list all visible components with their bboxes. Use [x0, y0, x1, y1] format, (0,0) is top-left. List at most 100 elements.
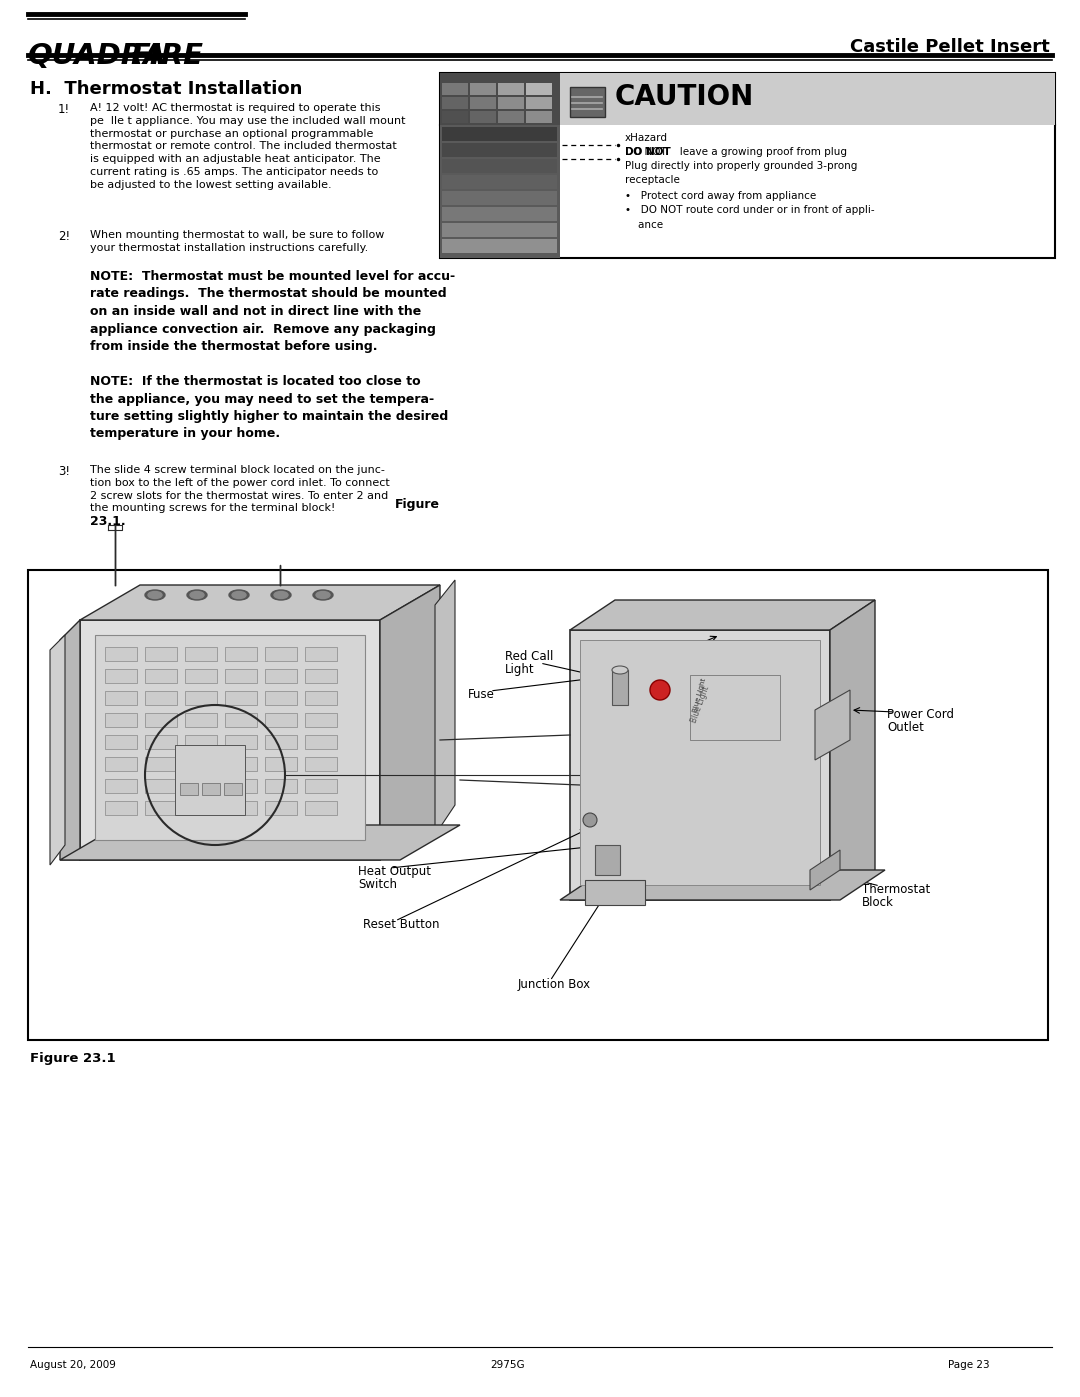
- Text: Control Box: Control Box: [660, 645, 729, 658]
- Text: receptacle: receptacle: [625, 175, 680, 184]
- Polygon shape: [815, 690, 850, 760]
- Text: -: -: [118, 42, 130, 70]
- Bar: [105, 735, 137, 749]
- Bar: [105, 669, 137, 683]
- Bar: [305, 669, 337, 683]
- Circle shape: [650, 680, 670, 700]
- Bar: [145, 669, 177, 683]
- Ellipse shape: [190, 591, 204, 598]
- Bar: [305, 712, 337, 726]
- Bar: [145, 712, 177, 726]
- Bar: [498, 110, 524, 123]
- Bar: [265, 800, 297, 814]
- Ellipse shape: [316, 591, 330, 598]
- Bar: [145, 647, 177, 661]
- Polygon shape: [435, 580, 455, 835]
- Bar: [561, 73, 1055, 124]
- Polygon shape: [595, 845, 620, 875]
- Text: DO NOT: DO NOT: [625, 147, 671, 156]
- Text: Block: Block: [862, 895, 894, 909]
- Polygon shape: [561, 870, 885, 900]
- Bar: [526, 96, 552, 109]
- Bar: [442, 142, 557, 156]
- Text: Blue Light: Blue Light: [690, 685, 712, 725]
- Bar: [145, 735, 177, 749]
- Bar: [470, 96, 496, 109]
- Text: Red Call: Red Call: [505, 650, 553, 664]
- Bar: [225, 780, 257, 793]
- Text: Fuse: Fuse: [468, 687, 495, 701]
- Bar: [145, 757, 177, 771]
- Text: H.  Thermostat Installation: H. Thermostat Installation: [30, 80, 302, 98]
- Bar: [265, 712, 297, 726]
- Polygon shape: [380, 585, 440, 861]
- Bar: [145, 692, 177, 705]
- Text: Thermostat: Thermostat: [862, 883, 930, 895]
- Bar: [105, 757, 137, 771]
- Text: Power Cord: Power Cord: [887, 708, 954, 721]
- Bar: [225, 647, 257, 661]
- Bar: [442, 96, 468, 109]
- Text: 3!: 3!: [58, 465, 70, 478]
- Bar: [225, 735, 257, 749]
- Bar: [105, 800, 137, 814]
- Polygon shape: [80, 620, 380, 861]
- Bar: [470, 110, 496, 123]
- Ellipse shape: [229, 590, 249, 599]
- Bar: [526, 82, 552, 95]
- Polygon shape: [60, 620, 80, 861]
- Bar: [442, 224, 557, 237]
- Bar: [185, 780, 217, 793]
- Polygon shape: [570, 630, 831, 900]
- Bar: [225, 757, 257, 771]
- Bar: [442, 159, 557, 173]
- Text: August 20, 2009: August 20, 2009: [30, 1361, 116, 1370]
- Bar: [265, 692, 297, 705]
- Polygon shape: [831, 599, 875, 900]
- Bar: [305, 800, 337, 814]
- Bar: [498, 96, 524, 109]
- Bar: [225, 800, 257, 814]
- Bar: [570, 87, 605, 117]
- Text: The slide 4 screw terminal block located on the junc-
tion box to the left of th: The slide 4 screw terminal block located…: [90, 465, 390, 514]
- Text: Blue Light: Blue Light: [692, 678, 707, 712]
- Text: Page 23: Page 23: [948, 1361, 990, 1370]
- Ellipse shape: [148, 591, 162, 598]
- Ellipse shape: [187, 590, 207, 599]
- Text: QUADRA: QUADRA: [28, 42, 166, 70]
- Text: Plug directly into properly grounded 3-prong: Plug directly into properly grounded 3-p…: [625, 161, 858, 170]
- Bar: [305, 692, 337, 705]
- Bar: [28, 570, 1048, 1039]
- Text: NOTE:  If the thermostat is located too close to
the appliance, you may need to : NOTE: If the thermostat is located too c…: [90, 374, 448, 440]
- Polygon shape: [50, 636, 65, 865]
- Bar: [224, 782, 242, 795]
- Polygon shape: [612, 671, 627, 705]
- Bar: [442, 82, 468, 95]
- Bar: [185, 757, 217, 771]
- Bar: [442, 239, 557, 253]
- Bar: [185, 669, 217, 683]
- Text: Junction Box: Junction Box: [518, 978, 591, 990]
- Ellipse shape: [313, 590, 333, 599]
- Ellipse shape: [145, 590, 165, 599]
- Text: Figure 23.1: Figure 23.1: [30, 1052, 116, 1065]
- Polygon shape: [95, 636, 365, 840]
- Circle shape: [583, 813, 597, 827]
- Bar: [225, 712, 257, 726]
- Polygon shape: [580, 640, 820, 886]
- Text: Reset Button: Reset Button: [363, 918, 440, 930]
- Bar: [105, 712, 137, 726]
- Bar: [185, 712, 217, 726]
- Bar: [305, 757, 337, 771]
- Text: NOTE:  Thermostat must be mounted level for accu-
rate readings.  The thermostat: NOTE: Thermostat must be mounted level f…: [90, 270, 455, 353]
- Bar: [185, 692, 217, 705]
- Text: Castile Pellet Insert: Castile Pellet Insert: [850, 38, 1050, 56]
- Bar: [265, 735, 297, 749]
- Polygon shape: [585, 880, 645, 905]
- Bar: [265, 780, 297, 793]
- Bar: [105, 647, 137, 661]
- Ellipse shape: [232, 591, 246, 598]
- Text: •   DO NOT route cord under or in front of appli-: • DO NOT route cord under or in front of…: [625, 205, 875, 215]
- Bar: [105, 780, 137, 793]
- Bar: [440, 73, 561, 124]
